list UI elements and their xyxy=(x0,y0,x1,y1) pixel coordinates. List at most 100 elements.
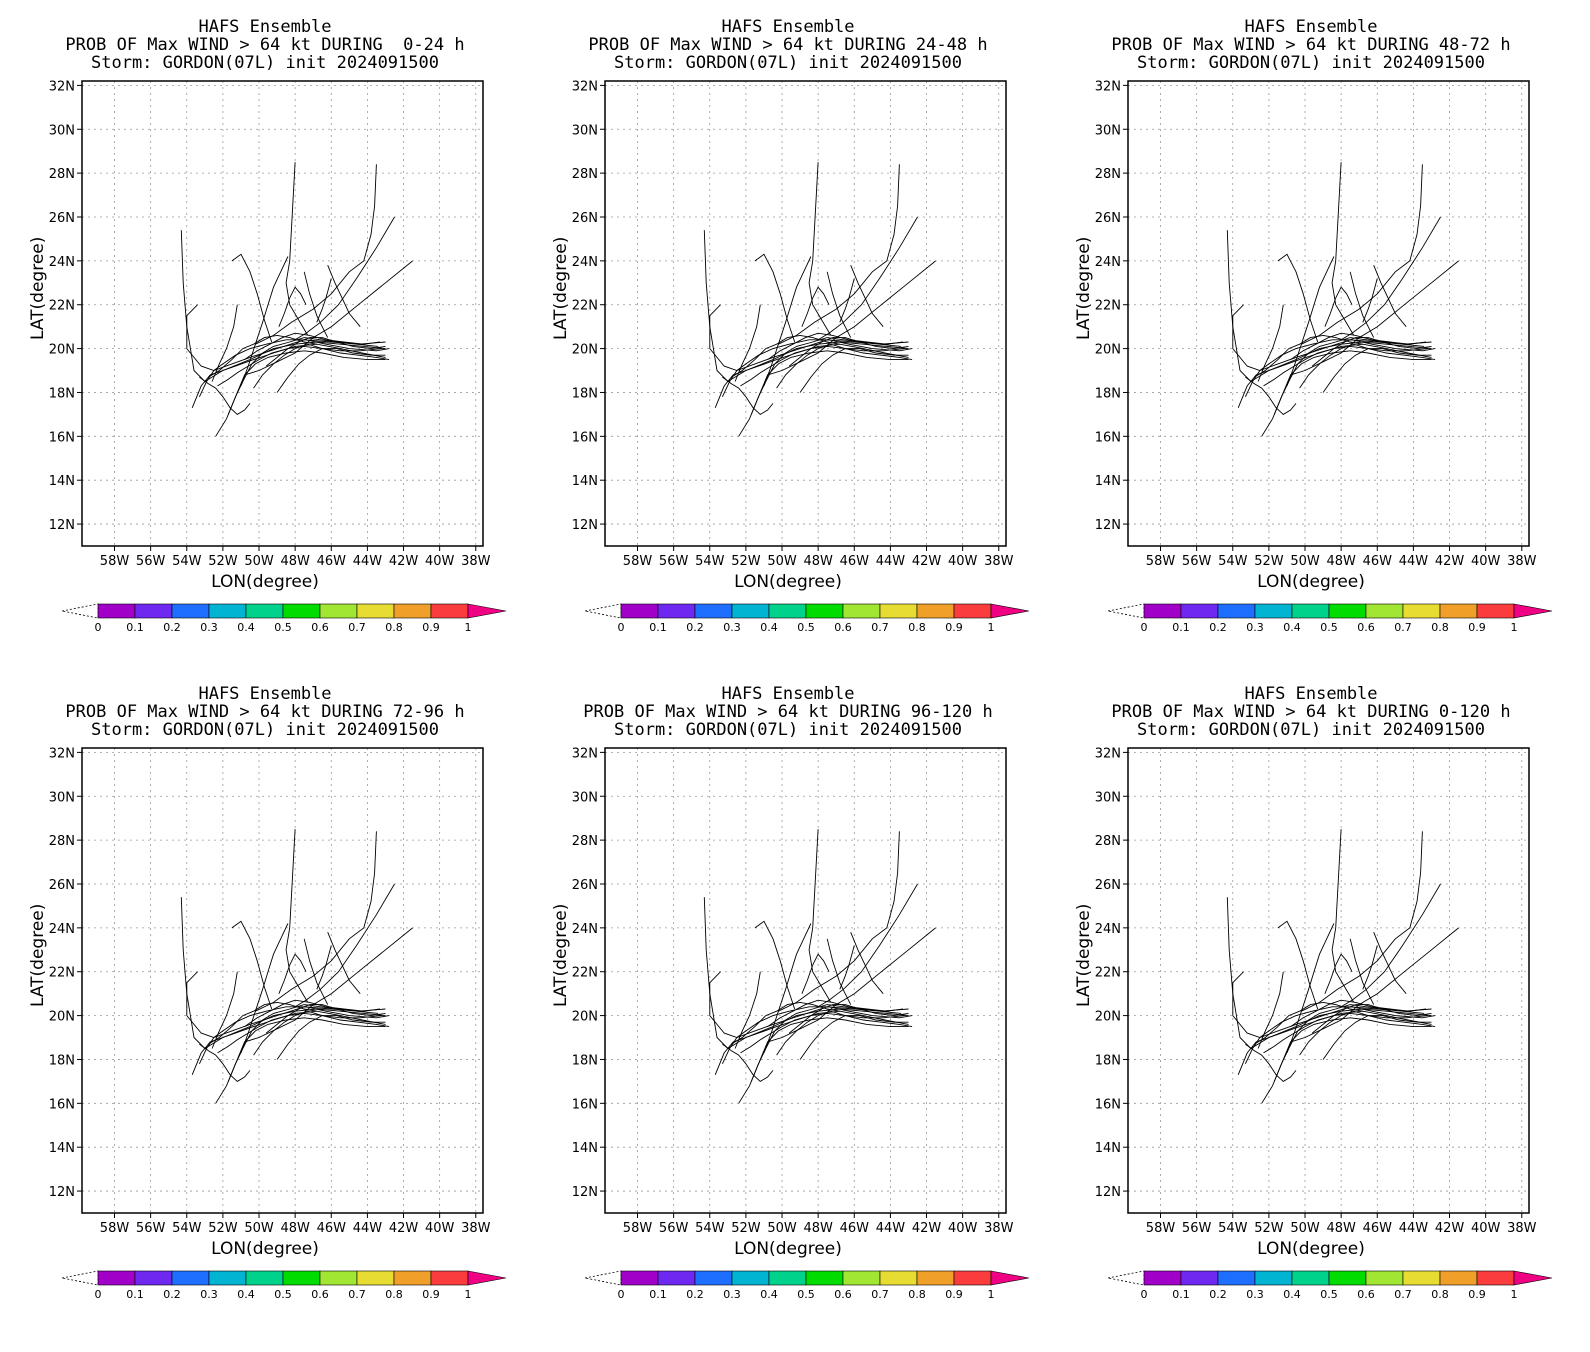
x-tick-label: 42W xyxy=(912,1221,942,1236)
track-line xyxy=(850,265,884,327)
colorbar-label: 0.1 xyxy=(126,1288,144,1301)
y-tick-label: 16N xyxy=(49,1097,75,1112)
colorbar-label: 0.8 xyxy=(385,621,403,634)
track-line xyxy=(754,920,796,1010)
chart-subtitle: PROB OF Max WIND > 64 kt DURING 48-72 h xyxy=(1111,35,1511,55)
chart-subtitle: PROB OF Max WIND > 64 kt DURING 0-24 h xyxy=(65,35,465,55)
colorbar-label: 0.9 xyxy=(1468,1288,1486,1301)
track-line xyxy=(186,971,386,1038)
track-line xyxy=(1311,337,1432,367)
track-line xyxy=(1331,829,1355,1003)
track-line xyxy=(244,999,381,1027)
colorbar-segment xyxy=(97,1270,136,1286)
y-tick-label: 20N xyxy=(572,343,598,358)
x-tick-label: 38W xyxy=(1507,1221,1537,1236)
plot-frame xyxy=(1127,80,1530,547)
track-line xyxy=(316,945,332,990)
track-line xyxy=(265,1004,386,1034)
x-tick-label: 56W xyxy=(1182,554,1212,569)
colorbar-label: 0.5 xyxy=(797,1288,815,1301)
colorbar-label: 0.4 xyxy=(760,621,778,634)
x-tick-label: 48W xyxy=(1326,554,1356,569)
colorbar-segment xyxy=(842,603,881,619)
colorbar-label: 0.2 xyxy=(163,621,181,634)
y-tick-label: 30N xyxy=(572,790,598,805)
track-line xyxy=(1373,932,1407,994)
plot-frame xyxy=(81,80,484,547)
x-tick-label: 52W xyxy=(731,554,761,569)
x-axis-label: LON(degree) xyxy=(211,572,319,592)
y-tick-label: 24N xyxy=(572,922,598,937)
colorbar-segment xyxy=(657,1270,696,1286)
track-line xyxy=(1331,162,1355,336)
colorbar-segment xyxy=(97,603,136,619)
track-line xyxy=(231,920,273,1010)
colorbar-label: 0.9 xyxy=(1468,621,1486,634)
chart-plot: 58W 56W 54W 52W 50W 48W 46W 44W 42W 40W 38W 12N 14N 1… xyxy=(572,79,1030,634)
chart-panel: HAFS Ensemble PROB OF Max WIND > 64 kt DU… xyxy=(1046,667,1576,1343)
y-tick-label: 18N xyxy=(572,386,598,401)
colorbar-segment xyxy=(953,1270,992,1286)
track-line xyxy=(703,230,909,383)
colorbar-segment xyxy=(731,603,770,619)
y-tick-label: 16N xyxy=(49,430,75,445)
x-tick-label: 40W xyxy=(948,1221,978,1236)
colorbar-segment xyxy=(1365,603,1404,619)
track-line xyxy=(303,938,329,1005)
track-line xyxy=(721,1006,913,1064)
plot-frame xyxy=(604,747,1007,1214)
track-line xyxy=(1263,1012,1428,1054)
track-line xyxy=(767,999,904,1027)
track-line xyxy=(255,164,377,345)
track-line xyxy=(316,278,332,323)
track-line xyxy=(808,162,832,336)
x-tick-label: 46W xyxy=(317,554,347,569)
colorbar-segment xyxy=(1328,1270,1367,1286)
x-tick-label: 52W xyxy=(1254,554,1284,569)
chart-panel: HAFS Ensemble PROB OF Max WIND > 64 kt DU… xyxy=(0,667,530,1343)
x-tick-label: 44W xyxy=(353,554,383,569)
track-line xyxy=(722,376,774,415)
x-tick-label: 44W xyxy=(876,1221,906,1236)
colorbar-segment xyxy=(393,1270,432,1286)
track-line xyxy=(767,260,936,376)
track-line xyxy=(763,923,812,1054)
y-tick-label: 22N xyxy=(572,966,598,981)
track-line xyxy=(1232,304,1432,371)
colorbar-segment xyxy=(319,603,358,619)
track-line xyxy=(754,253,796,343)
y-tick-label: 18N xyxy=(572,1053,598,1068)
track-line xyxy=(1373,265,1407,327)
x-tick-label: 40W xyxy=(425,1221,455,1236)
colorbar-segment xyxy=(282,603,321,619)
track-line xyxy=(1277,253,1319,343)
colorbar-label: 0.2 xyxy=(686,621,704,634)
track-line xyxy=(327,932,361,994)
colorbar-segment xyxy=(134,1270,173,1286)
track-line xyxy=(285,162,309,336)
y-tick-label: 28N xyxy=(572,167,598,182)
x-tick-label: 40W xyxy=(1471,554,1501,569)
colorbar-label: 1 xyxy=(988,621,995,634)
x-tick-label: 38W xyxy=(461,1221,491,1236)
track-line xyxy=(1290,999,1427,1027)
track-line xyxy=(1301,831,1423,1012)
chart-plot: 58W 56W 54W 52W 50W 48W 46W 44W 42W 40W 38W 12N 14N 1… xyxy=(1095,746,1553,1301)
y-tick-label: 16N xyxy=(1095,430,1121,445)
colorbar-high-extension xyxy=(990,1270,1030,1286)
colorbar-label: 1 xyxy=(1511,1288,1518,1301)
colorbar-segment xyxy=(1365,1270,1404,1286)
y-tick-label: 14N xyxy=(49,1141,75,1156)
x-tick-label: 56W xyxy=(659,554,689,569)
chart-plot: 58W 56W 54W 52W 50W 48W 46W 44W 42W 40W 38W 12N 14N 1… xyxy=(572,746,1030,1301)
colorbar-label: 0.3 xyxy=(723,621,741,634)
track-line xyxy=(1277,920,1319,1010)
x-tick-label: 50W xyxy=(244,554,274,569)
x-axis-label: LON(degree) xyxy=(1257,1239,1365,1259)
y-tick-label: 24N xyxy=(1095,255,1121,270)
y-tick-label: 28N xyxy=(572,834,598,849)
colorbar-segment xyxy=(1328,603,1367,619)
chart-storm-label: Storm: GORDON(07L) init 2024091500 xyxy=(1137,720,1485,740)
track-line xyxy=(303,271,329,338)
track-line xyxy=(244,927,413,1043)
